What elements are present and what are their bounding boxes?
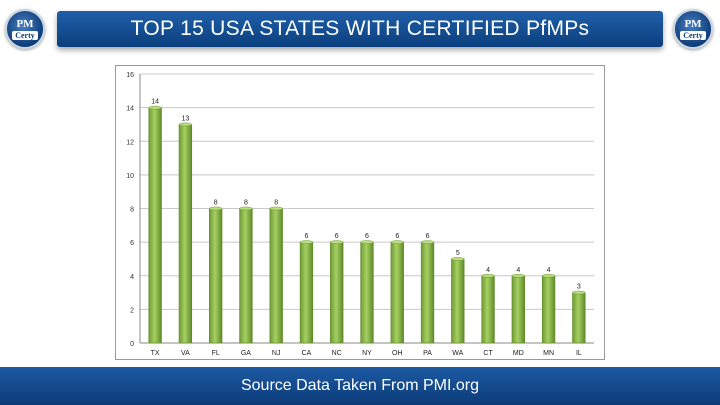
y-tick-label: 16	[126, 72, 134, 79]
bar-top-cap	[148, 105, 162, 110]
y-tick-label: 8	[130, 207, 134, 214]
logo-bottom-text: Certy	[12, 30, 38, 40]
footer-bar: Source Data Taken From PMI.org	[0, 367, 720, 405]
data-label: 6	[305, 233, 309, 240]
bar-fl	[209, 208, 223, 344]
y-tick-label: 4	[130, 274, 134, 281]
x-tick-label: WA	[452, 350, 463, 357]
x-tick-label: PA	[423, 350, 432, 357]
x-tick-label: MN	[543, 350, 554, 357]
bar-chart: 0 2 4 6 8 10 12 14 16 14 TX 13 VA 8 FL 8 GA 8 NJ 6 CA 6 NC 6 NY 6…	[126, 72, 594, 357]
x-tick-label: VA	[181, 350, 190, 357]
data-label: 8	[244, 200, 248, 207]
bar-top-cap	[209, 206, 223, 211]
x-tick-label: CT	[483, 350, 493, 357]
data-label: 6	[365, 233, 369, 240]
y-tick-label: 0	[130, 341, 134, 348]
bar-wa	[451, 258, 465, 344]
logo-top-text: PM	[16, 17, 34, 30]
bar-top-cap	[299, 240, 314, 244]
data-label: 5	[456, 250, 460, 257]
bar-mn	[541, 275, 556, 344]
logo-bottom-text: Certy	[680, 30, 706, 40]
bar-md	[511, 275, 525, 344]
bar-nc	[330, 241, 344, 344]
data-label: 6	[335, 233, 339, 240]
x-tick-label: MD	[513, 350, 524, 357]
data-label: 8	[214, 200, 218, 207]
pmcerty-logo-right: PM Certy	[673, 9, 713, 49]
bar-top-cap	[390, 240, 404, 244]
bar-va	[178, 124, 193, 344]
source-note: Source Data Taken From PMI.org	[240, 377, 480, 394]
bar-ca	[299, 241, 314, 344]
bar-top-cap	[269, 206, 283, 211]
bar-top-cap	[572, 290, 586, 295]
x-tick-label: NC	[332, 350, 342, 357]
y-tick-label: 14	[126, 106, 134, 113]
bar-pa	[420, 241, 435, 344]
data-label: 8	[274, 200, 278, 207]
title-bar: TOP 15 USA STATES WITH CERTIFIED PfMPs	[57, 11, 663, 47]
bar-ct	[481, 275, 495, 344]
data-label: 6	[426, 233, 430, 240]
x-tick-label: TX	[151, 350, 160, 357]
bar-ga	[239, 208, 253, 344]
bar-ny	[360, 241, 374, 344]
data-label: 4	[516, 267, 520, 274]
y-tick-label: 6	[130, 240, 134, 247]
bar-nj	[269, 208, 283, 344]
data-label: 6	[395, 233, 399, 240]
x-tick-label: FL	[212, 350, 220, 357]
bar-top-cap	[330, 240, 344, 244]
y-tick-label: 12	[126, 139, 134, 146]
pmcerty-logo-left: PM Certy	[5, 9, 45, 49]
bar-top-cap	[511, 273, 525, 278]
bar-top-cap	[542, 273, 556, 278]
data-label: 14	[151, 99, 159, 106]
bar-tx	[148, 107, 162, 344]
x-tick-label: NY	[362, 350, 372, 357]
slide-title: TOP 15 USA STATES WITH CERTIFIED PfMPs	[130, 17, 590, 40]
x-tick-label: NJ	[272, 350, 281, 357]
bar-top-cap	[420, 240, 435, 244]
y-tick-label: 2	[130, 307, 134, 314]
chart-frame: 0 2 4 6 8 10 12 14 16 14 TX 13 VA 8 FL 8 GA 8 NJ 6 CA 6 NC 6 NY 6…	[115, 65, 605, 360]
bar-top-cap	[451, 257, 465, 261]
logo-top-text: PM	[684, 17, 702, 30]
bar-top-cap	[178, 122, 192, 127]
x-tick-label: GA	[241, 350, 251, 357]
bar-il	[572, 292, 586, 344]
data-label: 3	[577, 284, 581, 291]
data-label: 4	[486, 267, 490, 274]
y-tick-label: 10	[126, 173, 134, 180]
x-tick-label: CA	[302, 350, 312, 357]
bar-top-cap	[360, 240, 374, 244]
data-label: 4	[547, 267, 551, 274]
data-label: 13	[182, 115, 190, 122]
bar-oh	[390, 241, 404, 344]
bar-top-cap	[239, 206, 253, 211]
x-tick-label: OH	[392, 350, 403, 357]
bar-top-cap	[481, 273, 495, 278]
x-tick-label: IL	[576, 350, 582, 357]
